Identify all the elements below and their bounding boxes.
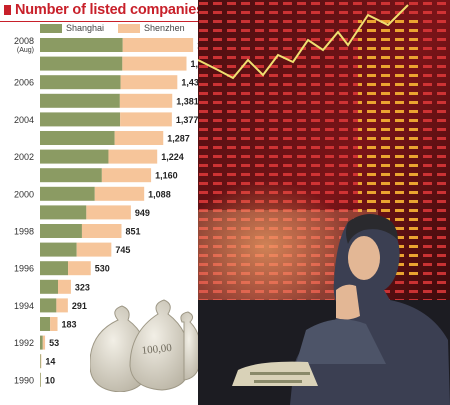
data-label: 1,160 [155, 171, 178, 181]
bar-shenzhen [86, 205, 131, 220]
data-label: 530 [95, 264, 110, 274]
data-label: 1,599 [197, 41, 198, 51]
legend-swatch-shenzhen [118, 23, 141, 33]
tick-label-year: 2000 [14, 189, 34, 199]
data-label: 1,381 [176, 96, 198, 106]
bar-shanghai [40, 242, 77, 257]
tick-label-year: 1992 [14, 338, 34, 348]
data-label: 745 [115, 245, 130, 255]
bar-shenzhen [50, 317, 58, 331]
bar-shenzhen [120, 75, 178, 90]
data-label: 1,287 [167, 134, 190, 144]
bar-shenzhen [120, 112, 172, 127]
bar-shenzhen [40, 354, 42, 369]
bar-shenzhen [81, 224, 122, 238]
bar-shenzhen [108, 149, 158, 164]
tick-label-year: 2006 [14, 78, 34, 88]
bar-shenzhen [114, 131, 164, 145]
data-label: 1,530 [191, 59, 198, 69]
tick-label-year: 1996 [14, 264, 34, 274]
bar-shanghai [40, 261, 69, 276]
tick-label-year: 1998 [14, 227, 34, 237]
data-label: 1,434 [181, 78, 198, 88]
legend-label-shanghai: Shanghai [66, 23, 105, 33]
bar-shanghai [40, 372, 41, 387]
data-label: 183 [62, 320, 77, 330]
data-label: 14 [45, 357, 55, 367]
title-rule [0, 21, 198, 22]
bar-shanghai [40, 93, 120, 108]
tick-label-sub: (Aug) [17, 47, 34, 54]
bar-shenzhen [101, 168, 152, 183]
tick-label-year: 1994 [14, 301, 34, 311]
legend-item-shenzhen: Shenzhen [118, 23, 185, 33]
bar-shanghai [40, 224, 82, 238]
tick-label-year: 2002 [14, 152, 34, 162]
bar-chart: 1,599 1,530 1,434 1,381 1,377 1,287 1,224 1,160… [14, 36, 198, 387]
bar-shanghai [40, 205, 87, 220]
data-label: 291 [72, 301, 87, 311]
bar-shanghai [40, 168, 102, 183]
bar-shanghai [40, 112, 121, 127]
data-label: 1,088 [148, 189, 171, 199]
chart-title: Number of listed companies [15, 2, 204, 18]
bar-shenzhen [76, 242, 112, 257]
bar-shanghai [40, 298, 57, 313]
legend-item-shanghai: Shanghai [40, 23, 104, 33]
bar-shanghai [40, 56, 123, 71]
bar-shenzhen [122, 56, 187, 71]
bar-shenzhen [122, 38, 194, 52]
stock-board-photo-icon [198, 0, 450, 405]
bar-shanghai [40, 38, 123, 52]
bar-shanghai [40, 317, 51, 331]
chart-header: Number of listed companies [2, 0, 204, 20]
title-marker [4, 5, 11, 15]
bar-shenzhen [94, 186, 145, 201]
bar-shenzhen [42, 335, 46, 350]
money-bag-label: 100,00 [141, 342, 173, 357]
data-label: 1,377 [176, 115, 198, 125]
data-label: 1,224 [161, 152, 184, 162]
data-label: 53 [49, 338, 59, 348]
bar-shenzhen [119, 93, 173, 108]
legend: Shanghai Shenzhen [40, 23, 199, 33]
bar-shanghai [40, 149, 109, 164]
bar-shanghai [40, 335, 43, 350]
bar-shanghai [40, 354, 41, 369]
bar-shenzhen [68, 261, 91, 276]
legend-label-shenzhen: Shenzhen [144, 23, 185, 33]
bar-shenzhen [56, 298, 68, 313]
bar-shenzhen [58, 279, 71, 294]
tick-label-year: 2004 [14, 115, 34, 125]
tick-label-year: 1990 [14, 375, 34, 385]
data-label: 851 [125, 227, 140, 237]
bar-shanghai [40, 131, 115, 145]
bar-shanghai [40, 279, 59, 294]
tick-label-year: 2008 [14, 36, 34, 46]
bar-shanghai [40, 186, 95, 201]
data-label: 949 [135, 208, 150, 218]
legend-swatch-shanghai [40, 23, 62, 33]
bar-shanghai [40, 75, 121, 90]
data-label: 323 [75, 282, 90, 292]
money-bag-icon: 100,00 [90, 299, 200, 392]
data-label: 10 [45, 375, 55, 385]
